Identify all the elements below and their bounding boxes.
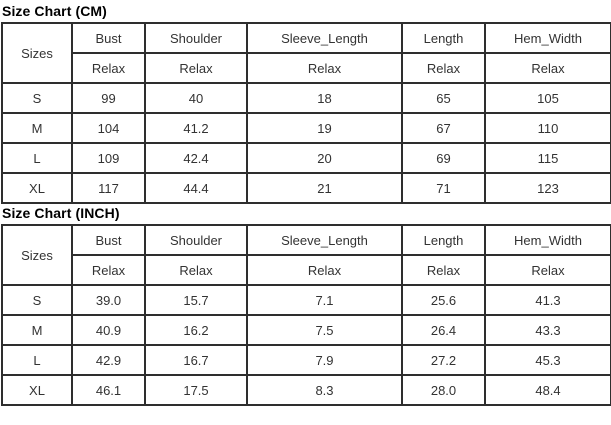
value-cell: 65 xyxy=(402,83,485,113)
size-cell: L xyxy=(2,345,72,375)
size-cell: S xyxy=(2,83,72,113)
fit-cell: Relax xyxy=(145,255,247,285)
value-cell: 71 xyxy=(402,173,485,203)
value-cell: 41.2 xyxy=(145,113,247,143)
value-cell: 18 xyxy=(247,83,402,113)
size-cell: L xyxy=(2,143,72,173)
size-cell: XL xyxy=(2,375,72,405)
value-cell: 27.2 xyxy=(402,345,485,375)
corner-header-cell: Sizes xyxy=(2,23,72,83)
value-cell: 7.9 xyxy=(247,345,402,375)
value-cell: 46.1 xyxy=(72,375,145,405)
fit-cell: Relax xyxy=(247,255,402,285)
size-cell: XL xyxy=(2,173,72,203)
column-header: Bust xyxy=(72,225,145,255)
value-cell: 7.1 xyxy=(247,285,402,315)
size-cell: S xyxy=(2,285,72,315)
value-cell: 19 xyxy=(247,113,402,143)
value-cell: 45.3 xyxy=(485,345,611,375)
value-cell: 109 xyxy=(72,143,145,173)
value-cell: 69 xyxy=(402,143,485,173)
table-header-row: Sizes Bust Shoulder Sleeve_Length Length… xyxy=(2,23,611,83)
value-cell: 40 xyxy=(145,83,247,113)
table-row: M 104 41.2 19 67 110 xyxy=(2,113,611,143)
fit-row: Relax Relax Relax Relax Relax xyxy=(2,53,611,83)
fit-cell: Relax xyxy=(485,255,611,285)
size-chart-inch-table: Sizes Bust Shoulder Sleeve_Length Length… xyxy=(1,224,611,406)
value-cell: 44.4 xyxy=(145,173,247,203)
table-row: XL 46.1 17.5 8.3 28.0 48.4 xyxy=(2,375,611,405)
column-header: Sleeve_Length xyxy=(247,225,402,255)
fit-cell: Relax xyxy=(72,255,145,285)
value-cell: 15.7 xyxy=(145,285,247,315)
value-cell: 105 xyxy=(485,83,611,113)
value-cell: 67 xyxy=(402,113,485,143)
column-header: Hem_Width xyxy=(485,23,611,53)
value-cell: 28.0 xyxy=(402,375,485,405)
fit-cell: Relax xyxy=(72,53,145,83)
size-cell: M xyxy=(2,113,72,143)
value-cell: 39.0 xyxy=(72,285,145,315)
column-header: Length xyxy=(402,23,485,53)
value-cell: 7.5 xyxy=(247,315,402,345)
value-cell: 21 xyxy=(247,173,402,203)
fit-cell: Relax xyxy=(402,53,485,83)
corner-header-cell: Sizes xyxy=(2,225,72,285)
table-row: L 109 42.4 20 69 115 xyxy=(2,143,611,173)
value-cell: 25.6 xyxy=(402,285,485,315)
fit-cell: Relax xyxy=(247,53,402,83)
fit-cell: Relax xyxy=(145,53,247,83)
column-header: Hem_Width xyxy=(485,225,611,255)
value-cell: 16.7 xyxy=(145,345,247,375)
value-cell: 42.9 xyxy=(72,345,145,375)
value-cell: 26.4 xyxy=(402,315,485,345)
table-row: S 39.0 15.7 7.1 25.6 41.3 xyxy=(2,285,611,315)
value-cell: 48.4 xyxy=(485,375,611,405)
size-chart-inch-title: Size Chart (INCH) xyxy=(2,205,120,221)
size-chart-cm-section: Size Chart (CM) Sizes Bust Shoulder Slee… xyxy=(1,3,611,204)
value-cell: 123 xyxy=(485,173,611,203)
size-chart-cm-table: Sizes Bust Shoulder Sleeve_Length Length… xyxy=(1,22,611,204)
value-cell: 8.3 xyxy=(247,375,402,405)
fit-cell: Relax xyxy=(485,53,611,83)
size-cell: M xyxy=(2,315,72,345)
value-cell: 40.9 xyxy=(72,315,145,345)
value-cell: 110 xyxy=(485,113,611,143)
value-cell: 99 xyxy=(72,83,145,113)
column-header: Sleeve_Length xyxy=(247,23,402,53)
column-header: Bust xyxy=(72,23,145,53)
table-row: M 40.9 16.2 7.5 26.4 43.3 xyxy=(2,315,611,345)
value-cell: 16.2 xyxy=(145,315,247,345)
value-cell: 41.3 xyxy=(485,285,611,315)
value-cell: 42.4 xyxy=(145,143,247,173)
column-header: Shoulder xyxy=(145,23,247,53)
value-cell: 17.5 xyxy=(145,375,247,405)
value-cell: 117 xyxy=(72,173,145,203)
column-header: Length xyxy=(402,225,485,255)
value-cell: 43.3 xyxy=(485,315,611,345)
table-row: S 99 40 18 65 105 xyxy=(2,83,611,113)
size-chart-cm-title: Size Chart (CM) xyxy=(2,3,107,19)
value-cell: 20 xyxy=(247,143,402,173)
column-header: Shoulder xyxy=(145,225,247,255)
size-charts-page: Size Chart (CM) Sizes Bust Shoulder Slee… xyxy=(1,3,611,406)
table-row: L 42.9 16.7 7.9 27.2 45.3 xyxy=(2,345,611,375)
value-cell: 104 xyxy=(72,113,145,143)
table-header-row: Sizes Bust Shoulder Sleeve_Length Length… xyxy=(2,225,611,285)
value-cell: 115 xyxy=(485,143,611,173)
size-chart-inch-section: Size Chart (INCH) Sizes Bust Shoulder Sl… xyxy=(1,205,611,406)
fit-row: Relax Relax Relax Relax Relax xyxy=(2,255,611,285)
fit-cell: Relax xyxy=(402,255,485,285)
table-row: XL 117 44.4 21 71 123 xyxy=(2,173,611,203)
